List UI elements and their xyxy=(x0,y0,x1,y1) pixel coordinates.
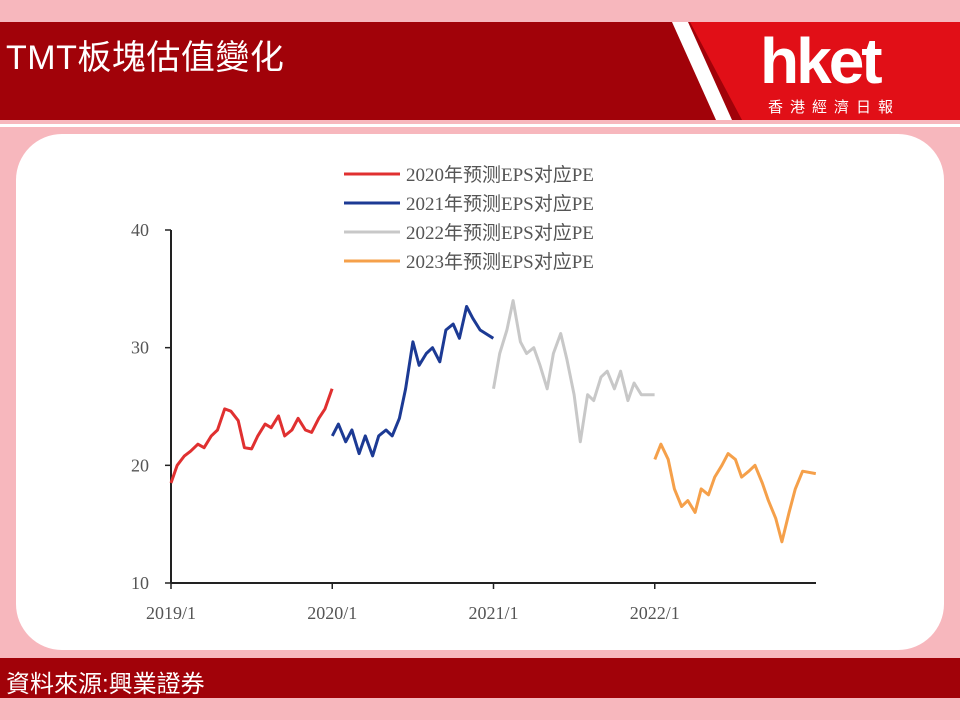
series-line-2 xyxy=(330,305,495,458)
pe-line-chart: 10 20 30 40 2019/1 2020/1 2021/1 2022/1 2020年预… xyxy=(131,164,817,623)
series-line-1 xyxy=(169,388,334,484)
chart-card: 10 20 30 40 2019/1 2020/1 2021/1 2022/1 2020年预… xyxy=(16,134,944,650)
footer-band xyxy=(0,658,960,698)
y-tick-label: 30 xyxy=(131,338,149,358)
chart-axes xyxy=(170,230,816,584)
x-tick-label: 2019/1 xyxy=(146,603,196,623)
legend-label-1: 2020年预测EPS对应PE xyxy=(406,164,594,186)
y-tick-label: 40 xyxy=(131,220,149,240)
legend-label-4: 2023年预测EPS对应PE xyxy=(406,251,594,273)
y-tick-label: 20 xyxy=(131,455,149,475)
page-title: TMT板塊估值變化 xyxy=(6,39,285,77)
series-line-4 xyxy=(653,442,817,544)
series-line-3 xyxy=(492,299,655,444)
brand-logo-subtitle: 香港經濟日報 xyxy=(768,99,901,116)
logo-box xyxy=(690,22,960,120)
header-divider xyxy=(0,124,960,127)
series-lines xyxy=(169,299,817,544)
y-tick-label: 10 xyxy=(131,573,149,593)
x-ticks: 2019/1 2020/1 2021/1 2022/1 xyxy=(146,583,680,623)
brand-logo[interactable]: hket xyxy=(760,25,883,97)
x-tick-label: 2021/1 xyxy=(468,603,518,623)
chart-legend: 2020年预测EPS对应PE 2021年预测EPS对应PE 2022年预测EPS对应… xyxy=(344,164,594,273)
y-ticks: 10 20 30 40 xyxy=(131,220,171,593)
source-note: 資料來源:興業證券 xyxy=(6,671,205,698)
x-tick-label: 2020/1 xyxy=(307,603,357,623)
legend-label-2: 2021年预测EPS对应PE xyxy=(406,193,594,215)
x-tick-label: 2022/1 xyxy=(630,603,680,623)
legend-label-3: 2022年预测EPS对应PE xyxy=(406,222,594,244)
